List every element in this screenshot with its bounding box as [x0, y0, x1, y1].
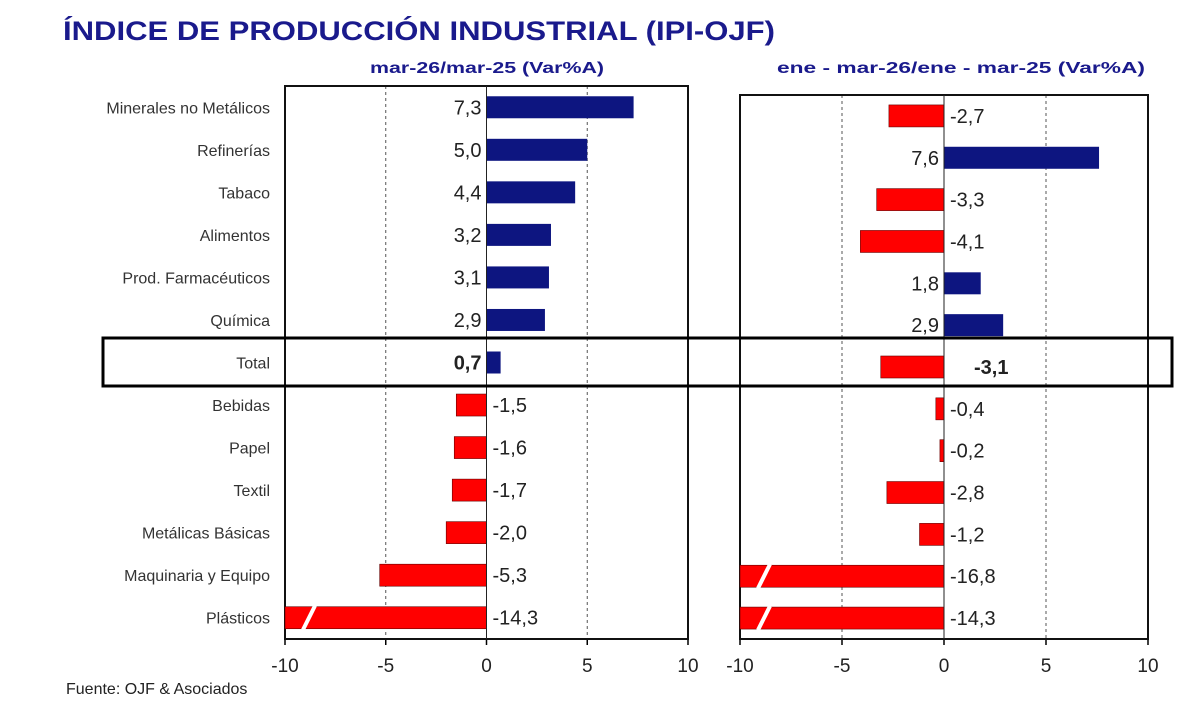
bar	[880, 355, 945, 379]
x-tick-label: -10	[271, 656, 298, 677]
x-tick-label: 10	[677, 656, 698, 677]
category-label: Tabaco	[218, 185, 270, 202]
bar	[486, 223, 551, 246]
axis-break-mark	[756, 563, 772, 590]
x-tick-label: -5	[377, 656, 394, 677]
data-label: 3,2	[454, 225, 482, 247]
data-label: -3,1	[974, 357, 1008, 379]
bar	[455, 393, 487, 417]
data-label: 7,6	[911, 148, 939, 170]
x-tick-label: 0	[939, 656, 950, 677]
bar	[486, 96, 634, 119]
bar	[739, 606, 945, 630]
data-label: -1,7	[493, 480, 527, 502]
data-label: -0,2	[950, 441, 984, 463]
bar	[919, 523, 945, 546]
total-highlight-box	[101, 336, 1174, 388]
bar	[486, 308, 545, 331]
right-panel-subtitle: ene - mar-26/ene - mar-25 (Var%A)	[777, 60, 1145, 77]
data-label: -1,5	[493, 395, 527, 417]
x-tick-label: -5	[834, 656, 851, 677]
data-label: 2,9	[911, 315, 939, 337]
axis-break-mark	[301, 604, 317, 631]
left-panel: -10 -5 0 5 10 7,3 5,0 4,4 3,2 3,1 2,9 0,7 -1,5 -1,6 -1…	[106, 85, 699, 677]
data-label: 3,1	[454, 267, 482, 289]
category-label: Textil	[234, 483, 270, 500]
data-label: -2,0	[493, 523, 527, 545]
bar	[284, 606, 487, 630]
category-label: Química	[210, 313, 270, 330]
bar	[486, 138, 588, 161]
x-tick-label: -10	[726, 656, 753, 677]
source-note: Fuente: OJF & Asociados	[66, 681, 247, 698]
bar	[379, 563, 487, 587]
category-label: Alimentos	[200, 228, 270, 245]
bar	[944, 146, 1100, 169]
data-label: -14,3	[493, 608, 539, 630]
data-label: 4,4	[454, 182, 482, 204]
x-tick-label: 10	[1137, 656, 1158, 677]
bar	[935, 397, 945, 421]
bar	[739, 564, 945, 588]
chart-title: ÍNDICE DE PRODUCCIÓN INDUSTRIAL (IPI-OJF…	[63, 15, 775, 46]
bar	[486, 266, 549, 289]
x-tick-label: 5	[582, 656, 593, 677]
data-label: -2,8	[950, 483, 984, 505]
bar	[888, 104, 945, 128]
bar	[944, 272, 981, 295]
data-label: -14,3	[950, 608, 996, 630]
data-label: -3,3	[950, 190, 984, 212]
left-panel-subtitle: mar-26/mar-25 (Var%A)	[370, 60, 604, 77]
category-label: Maquinaria y Equipo	[124, 568, 270, 585]
bar	[860, 230, 945, 253]
data-label: -2,7	[950, 106, 984, 128]
bar	[445, 521, 487, 544]
bar	[944, 314, 1004, 337]
data-label: 7,3	[454, 97, 482, 119]
category-label: Minerales no Metálicos	[106, 100, 270, 117]
data-label: 2,9	[454, 310, 482, 332]
category-label: Papel	[229, 441, 270, 458]
bar	[939, 439, 945, 462]
bar	[886, 481, 945, 504]
data-label: -0,4	[950, 399, 984, 421]
bar	[453, 436, 487, 459]
category-label: Bebidas	[212, 398, 270, 415]
category-label: Metálicas Básicas	[142, 526, 270, 543]
category-label: Refinerías	[197, 143, 270, 160]
category-label: Plásticos	[206, 611, 270, 628]
bar	[451, 478, 487, 502]
bar	[486, 351, 501, 374]
axis-break-mark	[756, 605, 772, 631]
right-panel: -10 -5 0 5 10 -2,7 7,6 -3,3 -4,1 1,8 2,9 -3,1 -0,4 -0…	[726, 94, 1159, 677]
data-label: 0,7	[454, 353, 482, 375]
data-label: -1,6	[493, 438, 527, 460]
data-label: -4,1	[950, 231, 984, 253]
data-label: 1,8	[911, 273, 939, 295]
x-tick-label: 0	[481, 656, 492, 677]
bar	[876, 188, 945, 211]
data-label: -5,3	[493, 565, 527, 587]
data-label: -16,8	[950, 566, 996, 588]
data-label: 5,0	[454, 140, 482, 162]
bar	[486, 181, 576, 204]
x-tick-label: 5	[1041, 656, 1052, 677]
data-label: -1,2	[950, 524, 984, 546]
category-label: Prod. Farmacéuticos	[122, 270, 270, 287]
category-label: Total	[236, 356, 270, 373]
